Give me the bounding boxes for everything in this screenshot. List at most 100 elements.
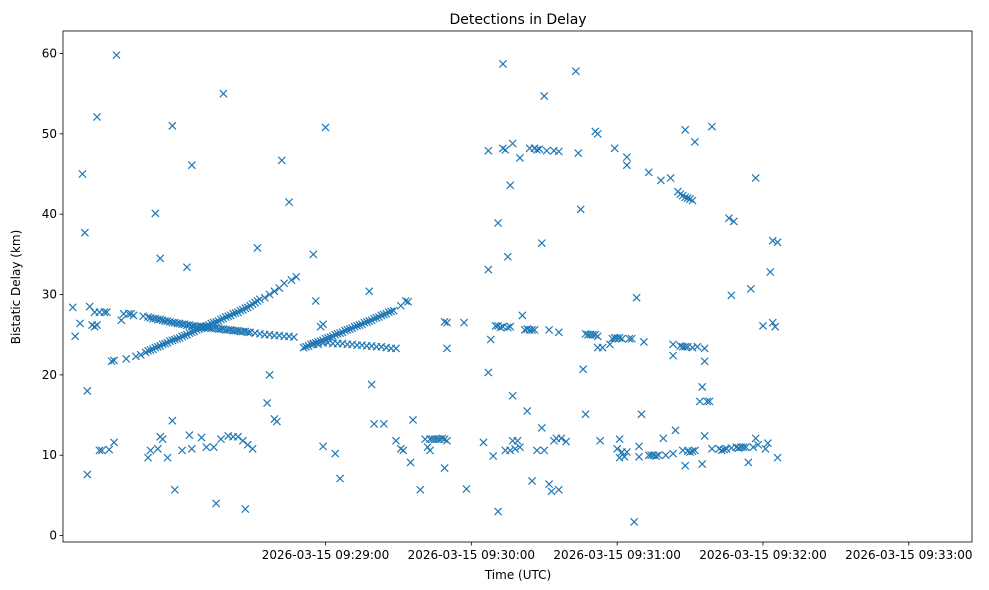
detection-point [532,145,541,154]
detection-point [287,276,296,285]
detection-point [156,315,165,324]
detection-point [151,343,160,352]
detection-point [751,434,760,443]
detection-point [404,297,413,306]
detection-point [669,449,678,458]
detection-point [630,517,639,526]
detection-point [153,342,162,351]
detection-point [579,365,588,374]
x-tick-label: 2026-03-15 09:29:00 [262,548,389,562]
detection-point [771,322,780,331]
detection-point [71,332,80,341]
detection-point [212,499,221,508]
detection-point [83,470,92,479]
detection-point [216,435,226,444]
detection-point [627,334,636,343]
detection-point [180,331,189,340]
detection-point [353,321,362,330]
detection-point [372,313,381,322]
detection-point [241,505,250,514]
detection-point [479,438,488,447]
detection-point [758,321,768,330]
detection-point [513,436,522,445]
detection-point [440,317,449,326]
detection-point [506,322,515,331]
detection-point [158,340,167,349]
detection-point [168,121,177,130]
detection-point [698,460,707,469]
detection-point [644,168,653,177]
detection-point [107,357,116,366]
detection-point [355,321,364,330]
detection-point [494,507,503,516]
detection-point [693,342,702,351]
detection-point [688,447,697,456]
detection-point [384,308,393,317]
y-tick-label: 50 [42,127,57,141]
detection-point [615,333,624,342]
detection-point [659,434,668,443]
detection-point [248,444,257,453]
detection-point [501,145,510,154]
detection-point [707,122,716,131]
detection-point [498,59,507,68]
detection-point [331,449,340,458]
detection-point [117,316,126,325]
detection-point [379,310,388,319]
detection-point [168,416,177,425]
detection-point [185,431,194,440]
detection-point [336,329,345,338]
y-tick-label: 30 [42,288,57,302]
detection-point [309,250,318,259]
detection-point [540,446,549,455]
detection-point [326,333,335,342]
detection-point [598,343,607,352]
detection-point [739,443,748,452]
detection-point [617,334,627,343]
detection-point [185,329,194,338]
detection-point [669,351,678,360]
detection-point [700,357,709,366]
detection-point [749,443,758,452]
detection-point [683,194,692,203]
detection-point [506,446,515,455]
detection-point [229,309,238,318]
detection-point [707,444,716,453]
detection-point [289,333,298,342]
detection-point [486,335,495,344]
detection-point [360,318,369,327]
x-tick-label: 2026-03-15 09:32:00 [699,548,826,562]
detection-point [158,435,167,444]
detection-point [319,442,328,451]
detection-point [700,431,709,440]
detection-point [593,332,602,341]
detection-point [170,485,179,494]
detection-point [156,254,165,263]
detection-point [187,444,196,453]
detection-point [741,443,750,452]
detection-point [442,318,452,327]
detection-point [302,342,311,351]
detection-point [265,290,274,299]
x-tick-label: 2026-03-15 09:33:00 [845,548,972,562]
detection-point [547,487,556,496]
detection-point [460,318,469,327]
y-tick-label: 40 [42,207,57,221]
y-tick-label: 0 [49,529,57,543]
detection-point [537,239,546,248]
detection-point [581,410,590,419]
detection-point [695,397,704,406]
detection-point [671,426,680,435]
detection-point [462,484,471,493]
data-points [68,51,782,526]
y-axis-label: Bistatic Delay (km) [9,230,23,345]
detection-point [491,321,500,330]
detection-point [700,344,709,353]
detection-point [484,146,493,155]
detection-point [370,314,379,323]
detection-point [105,445,114,454]
detection-point [442,344,452,353]
detection-point [292,272,301,281]
detection-point [173,334,182,343]
detection-point [416,485,425,494]
